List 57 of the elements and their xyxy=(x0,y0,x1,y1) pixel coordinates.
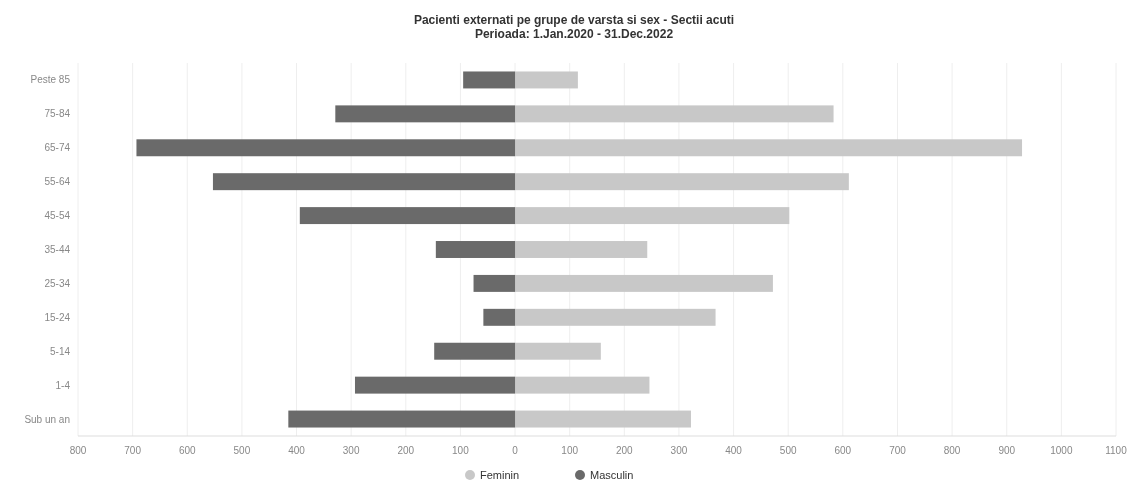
x-tick-label: 900 xyxy=(998,445,1016,456)
y-tick-label: 5-14 xyxy=(49,345,71,357)
y-tick-label: Sub un an xyxy=(24,413,70,425)
bar xyxy=(515,274,773,292)
x-tick-label: 600 xyxy=(178,445,197,456)
bar xyxy=(463,71,516,89)
y-tick-label: Peste 85 xyxy=(30,74,71,86)
legend-label: Masculin xyxy=(590,469,634,481)
bar xyxy=(515,410,691,428)
x-tick-label: 0 xyxy=(512,445,519,456)
x-tick-label: 100 xyxy=(561,445,579,456)
bar xyxy=(435,241,516,258)
legend-label: Feminin xyxy=(480,469,520,481)
bar xyxy=(483,308,516,326)
x-tick-label: 1000 xyxy=(1050,445,1073,456)
x-tick-label: 500 xyxy=(779,445,797,456)
bar xyxy=(434,342,516,360)
bar xyxy=(299,207,516,225)
bar xyxy=(515,71,578,89)
x-tick-label: 600 xyxy=(834,445,852,456)
x-tick-label: 700 xyxy=(889,445,907,456)
x-tick-label: 200 xyxy=(615,445,634,456)
x-tick-label: 700 xyxy=(124,445,142,456)
x-tick-label: 100 xyxy=(452,445,470,456)
y-tick-label: 15-24 xyxy=(44,311,71,323)
y-tick-label: 1-4 xyxy=(55,379,71,391)
x-tick-label: 500 xyxy=(233,445,251,456)
x-tick-label: 800 xyxy=(943,445,961,456)
bar xyxy=(515,207,790,225)
x-tick-label: 300 xyxy=(342,445,360,456)
x-tick-label: 300 xyxy=(670,445,688,456)
bar xyxy=(515,105,834,123)
chart-title: Pacienti externati pe grupe de varsta si sex - Sectii acuti xyxy=(413,13,735,27)
chart-subtitle: Perioada: 1.Jan.2020 - 31.Dec.2022 xyxy=(474,27,674,41)
bar xyxy=(288,410,516,428)
x-tick-label: 800 xyxy=(69,445,87,456)
y-tick-label: 65-74 xyxy=(44,142,71,154)
y-tick-label: 45-54 xyxy=(44,210,71,222)
bar xyxy=(515,139,1023,157)
bar xyxy=(212,173,516,191)
bar xyxy=(515,342,601,360)
bar xyxy=(515,376,650,394)
bar xyxy=(136,139,516,157)
bar xyxy=(354,376,516,394)
x-tick-label: 400 xyxy=(725,445,743,456)
bar xyxy=(515,173,849,191)
x-tick-label: 400 xyxy=(288,445,306,456)
y-tick-label: 55-64 xyxy=(44,176,71,188)
bar xyxy=(515,241,648,258)
y-tick-label: 25-34 xyxy=(44,277,71,289)
bar xyxy=(473,274,516,292)
y-tick-label: 35-44 xyxy=(44,244,71,255)
x-tick-label: 1100 xyxy=(1105,445,1128,456)
bar xyxy=(335,105,516,123)
x-tick-label: 200 xyxy=(397,445,415,456)
y-tick-label: 75-84 xyxy=(44,108,71,120)
bar xyxy=(515,308,716,326)
